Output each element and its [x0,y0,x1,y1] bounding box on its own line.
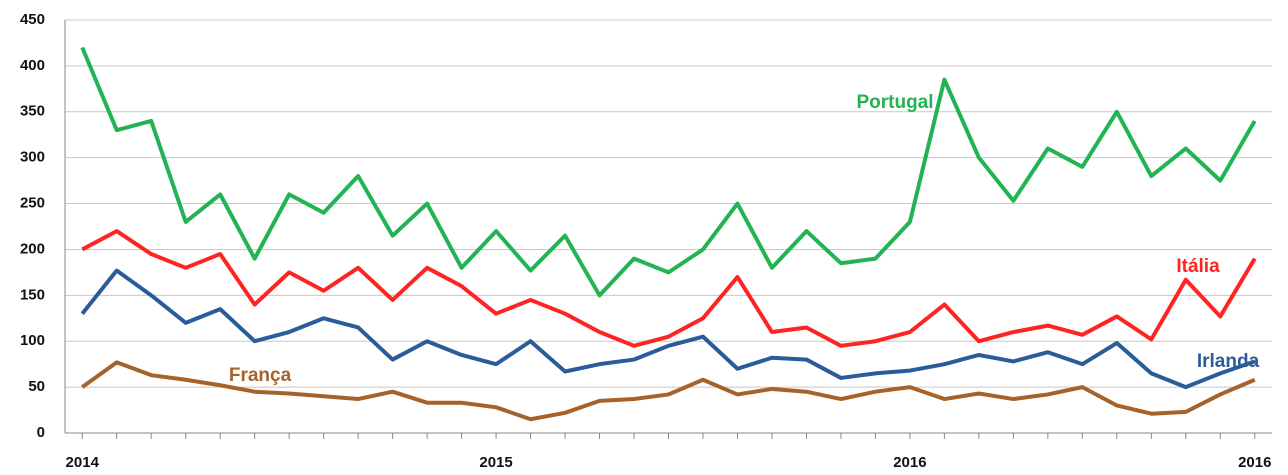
series-label: Irlanda [1197,351,1260,372]
y-tick-label: 300 [20,149,45,166]
y-tick-label: 200 [20,240,45,257]
x-tick-label: 2015 [479,454,512,471]
x-tick-label: 2014 [66,454,100,471]
x-tick-label: 2016 [893,454,926,471]
series-line [81,360,1256,422]
series-label: Portugal [856,92,933,113]
y-tick-label: 150 [20,286,45,303]
y-tick-label: 0 [37,424,45,441]
series-line [80,268,1256,390]
series-line [80,46,1257,298]
y-tick-label: 400 [20,57,45,74]
y-tick-label: 50 [28,378,45,395]
series-label: França [229,365,292,386]
y-tick-label: 350 [20,103,45,120]
y-tick-label: 450 [20,11,45,28]
series-label: Itália [1176,256,1220,277]
y-tick-label: 250 [20,195,45,212]
x-tick-label: 2016 [1238,454,1271,471]
series-line [81,229,1257,348]
y-tick-label: 100 [20,332,45,349]
